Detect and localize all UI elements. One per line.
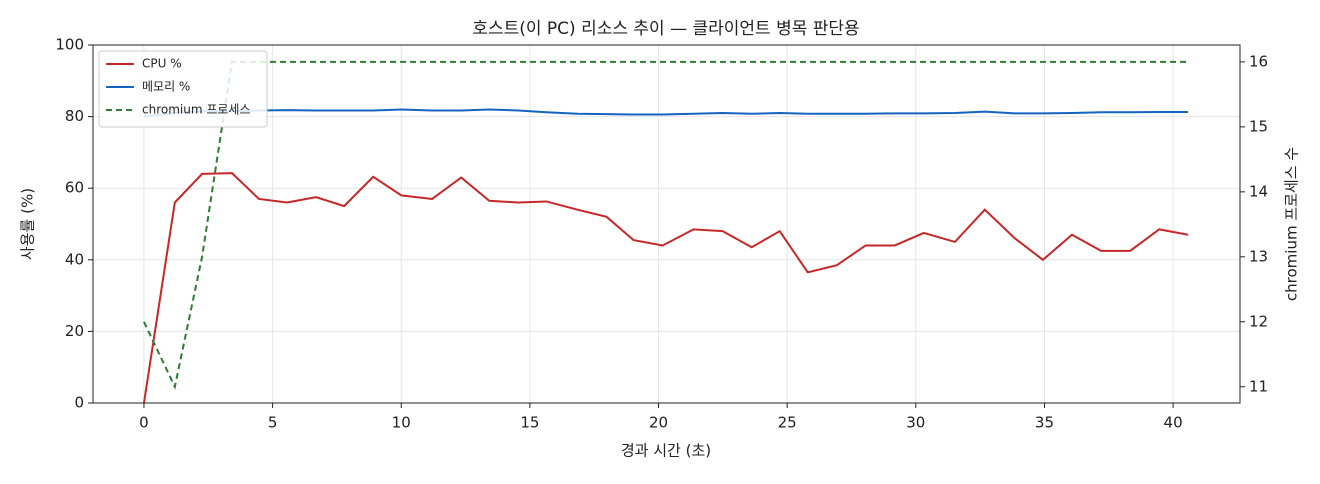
y2-tick-label: 11 [1249,377,1268,395]
x-tick-label: 40 [1164,414,1183,432]
x-tick-label: 35 [1035,414,1054,432]
y-tick-label: 80 [65,107,84,125]
x-tick-label: 30 [906,414,925,432]
x-tick-label: 10 [392,414,411,432]
legend-label: chromium 프로세스 [142,103,251,117]
x-tick-label: 20 [649,414,668,432]
x-tick-label: 0 [139,414,149,432]
y-tick-label: 20 [65,322,84,340]
series-line [143,108,1189,118]
y-tick-label: 100 [55,36,84,54]
plot-frame [92,44,1241,404]
x-tick-label: 25 [778,414,797,432]
series-line [143,60,1189,390]
x-axis-label: 경과 시간 (초) [621,442,711,460]
y-axis-label: 사용률 (%) [19,188,37,260]
y2-tick-label: 16 [1249,52,1268,70]
y2-tick-label: 15 [1249,117,1268,135]
x-tick-label: 5 [268,414,278,432]
y-tick-label: 0 [74,394,84,412]
legend-box [98,50,268,128]
legend-label: CPU % [142,57,182,71]
y-tick-label: 60 [65,179,84,197]
y2-tick-label: 12 [1249,312,1268,330]
series-line [142,172,1189,403]
chart-title: 호스트(이 PC) 리소스 추이 — 클라이언트 병목 판단용 [472,19,859,39]
legend-label: 메모리 % [142,80,190,94]
y2-tick-label: 13 [1249,247,1268,265]
x-tick-label: 15 [520,414,539,432]
y2-tick-label: 14 [1249,182,1268,200]
y-tick-label: 40 [65,250,84,268]
y2-axis-label: chromium 프로세스 수 [1283,147,1301,301]
